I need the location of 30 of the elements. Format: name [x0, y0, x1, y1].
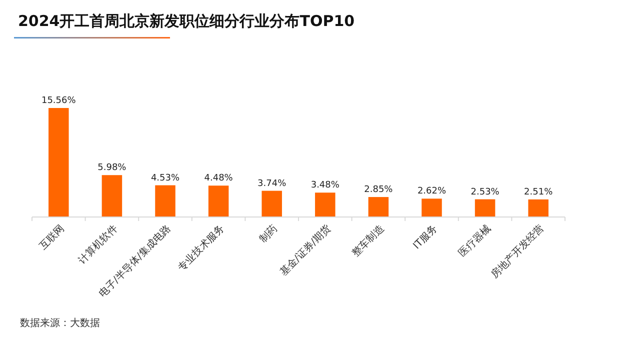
x-tick-label: 整车制造 — [350, 222, 387, 260]
x-tick-label: 专业技术服务 — [176, 222, 227, 274]
data-label: 4.48% — [204, 174, 234, 184]
bar — [102, 175, 122, 217]
data-label: 2.53% — [470, 187, 500, 198]
data-label: 2.62% — [417, 186, 446, 197]
x-tick-label: 医疗器械 — [456, 222, 494, 260]
data-label: 3.74% — [258, 178, 287, 189]
source-note: 数据来源：大数据 — [20, 317, 100, 329]
bar — [262, 190, 282, 217]
bar — [155, 185, 176, 217]
bar — [315, 192, 336, 217]
bar — [208, 186, 229, 217]
x-tick-label: 计算机软件 — [76, 222, 120, 266]
data-label: 15.56% — [41, 96, 76, 106]
bar — [368, 197, 389, 217]
x-tick-label: 制药 — [257, 222, 280, 246]
x-tick-label: IT服务 — [410, 222, 440, 252]
data-label: 4.53% — [150, 173, 180, 184]
x-tick-label: 互联网 — [37, 222, 67, 252]
bar — [528, 199, 548, 217]
data-label: 5.98% — [98, 163, 127, 174]
data-label: 2.51% — [524, 187, 554, 198]
bar — [48, 108, 69, 217]
x-tick-label: 基金/证券/期货 — [278, 222, 334, 278]
bar — [422, 198, 442, 217]
bar — [474, 199, 496, 217]
data-label: 2.85% — [364, 185, 394, 196]
chart-title: 2024开工首周北京新发职位细分行业分布TOP10 — [18, 12, 355, 30]
data-label: 3.48% — [310, 180, 340, 191]
